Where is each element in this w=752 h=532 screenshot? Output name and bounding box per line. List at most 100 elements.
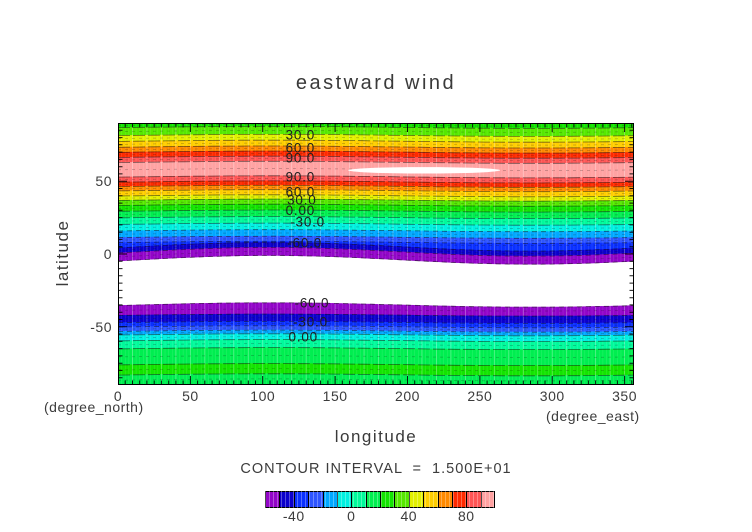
plot-area: 30.0 60.0 90.0 90.0 60.0 30.0 0.00 -30.0 -60.0 -6… xyxy=(118,123,634,385)
contour-line-minor xyxy=(118,182,634,186)
colorbar-segment xyxy=(480,491,495,508)
x-tick-label: 350 xyxy=(612,388,637,404)
contour-label: 0.00 xyxy=(289,329,318,344)
contour-line-minor xyxy=(118,158,634,162)
contour-line xyxy=(118,155,634,159)
contour-line xyxy=(118,134,634,137)
contour-line-minor xyxy=(118,336,634,340)
contour-line xyxy=(118,125,634,129)
contour-line-minor xyxy=(118,343,634,346)
x-tick-label: 300 xyxy=(539,388,565,404)
contour-line-minor xyxy=(118,355,634,358)
contour-line-minor xyxy=(118,226,634,229)
contour-line-minor xyxy=(118,206,634,210)
colorbar-segment xyxy=(279,491,295,508)
contour-label: 30.0 xyxy=(286,127,315,142)
colorbar-segment xyxy=(451,491,468,508)
contour-line-minor xyxy=(118,196,634,200)
wind-field-plot: 30.060.090.090.060.030.00.00-30.0-60.0-6… xyxy=(118,123,634,385)
colorbar-segment xyxy=(394,491,410,508)
colorbar-segment xyxy=(322,491,338,508)
contour-line xyxy=(118,145,634,149)
contour-line xyxy=(118,160,634,164)
contour-line-minor xyxy=(118,142,634,146)
y-unit-caption: (degree_north) xyxy=(44,399,144,415)
contour-line-minor xyxy=(118,168,634,171)
colorbar-segment xyxy=(437,491,453,508)
contour-label: 90.0 xyxy=(286,150,315,165)
contour-label: -30.0 xyxy=(293,314,328,329)
contour-line xyxy=(118,363,634,366)
colorbar-segment xyxy=(365,491,381,508)
contour-line xyxy=(118,347,634,350)
colorbar-segment xyxy=(293,491,310,508)
contour-line-minor xyxy=(118,136,634,140)
plot-title: eastward wind xyxy=(295,72,457,94)
colorbar-tick-label: 0 xyxy=(347,508,356,524)
contour-line-minor xyxy=(118,308,634,312)
colorbar xyxy=(265,491,495,508)
x-tick-label: 150 xyxy=(322,388,348,404)
axis-ticks xyxy=(118,123,634,385)
contour-line xyxy=(118,339,634,342)
contour-label: 60.0 xyxy=(286,184,315,199)
y-tick-label: 50 xyxy=(95,173,112,190)
contour-label: -60.0 xyxy=(295,296,330,311)
contour-line-minor xyxy=(118,201,634,205)
contour-interval-caption: CONTOUR INTERVAL = 1.500E+01 xyxy=(240,461,512,477)
contour-line-minor xyxy=(118,191,634,195)
contour-line-minor xyxy=(118,123,634,127)
contour-line xyxy=(118,150,634,154)
contour-band xyxy=(118,347,634,366)
contour-line-minor xyxy=(118,331,634,335)
contour-line-minor xyxy=(118,232,634,236)
contour-label: 30.0 xyxy=(287,192,316,207)
contour-line xyxy=(118,198,634,202)
contour-line xyxy=(118,139,634,143)
colorbar-tick-label: -40 xyxy=(282,508,305,524)
contour-label: 60.0 xyxy=(286,141,315,156)
contour-label: 0.00 xyxy=(286,203,315,218)
x-tick-label: 50 xyxy=(182,388,199,404)
contour-line-minor xyxy=(118,251,634,261)
contour-line-minor xyxy=(118,323,634,326)
colorbar-segment xyxy=(336,491,353,508)
y-tick-label: 0 xyxy=(103,246,112,262)
contour-line-minor xyxy=(118,243,634,246)
contour-line-minor xyxy=(118,368,634,372)
colorbar-tick-label: 80 xyxy=(457,508,475,524)
contour-line-minor xyxy=(118,327,634,331)
x-axis-label: longitude xyxy=(334,427,418,446)
contour-line-minor xyxy=(118,378,634,382)
contour-line xyxy=(118,189,634,193)
contour-line-minor xyxy=(118,219,634,223)
contour-line xyxy=(118,209,634,213)
contour-line-minor xyxy=(118,212,634,216)
contour-line-minor xyxy=(118,244,634,254)
contour-line xyxy=(118,203,634,207)
plot-frame xyxy=(118,123,634,385)
colorbar-segment xyxy=(308,491,324,508)
colorbar-segment xyxy=(265,491,281,508)
colorbar-segment xyxy=(408,491,425,508)
contour-line-minor xyxy=(118,148,634,151)
x-tick-label: 0 xyxy=(113,388,123,404)
contour-line-minor xyxy=(118,130,634,133)
contour-line-minor xyxy=(118,153,634,157)
contour-line xyxy=(118,333,634,337)
contour-line xyxy=(118,184,634,188)
off-scale-high-lens xyxy=(348,167,501,174)
contour-line-minor xyxy=(118,187,634,190)
contour-line xyxy=(118,222,634,226)
colorbar-tick-label: 40 xyxy=(400,508,418,524)
y-axis-label: latitude xyxy=(53,219,72,287)
x-tick-label: 200 xyxy=(395,388,420,404)
contour-label: -60.0 xyxy=(287,235,322,250)
contour-line-minor xyxy=(118,178,634,181)
contour-line xyxy=(118,216,634,219)
contour-line-minor xyxy=(118,238,634,242)
y-tick-label: -50 xyxy=(90,318,112,335)
x-unit-caption: (degree_east) xyxy=(546,408,640,424)
contour-label: -30.0 xyxy=(290,214,325,229)
